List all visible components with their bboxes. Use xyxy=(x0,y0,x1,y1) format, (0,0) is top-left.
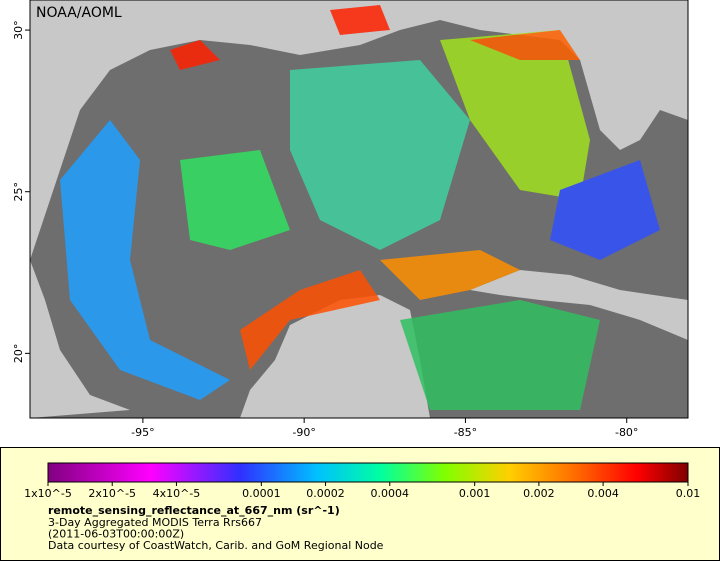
x-tick-label: -90° xyxy=(292,426,315,439)
colorbar-tick-label: 0.0004 xyxy=(371,487,410,500)
y-tick-label: 30° xyxy=(12,20,25,40)
legend-line: Data courtesy of CoastWatch, Carib. and … xyxy=(48,539,384,552)
legend-line: (2011-06-03T00:00:00Z) xyxy=(48,528,184,541)
data-swaths xyxy=(60,5,660,410)
land-yucatan xyxy=(240,295,430,418)
land-mexico-west xyxy=(30,260,130,418)
x-tick-label: -80° xyxy=(615,426,638,439)
legend-line: 3-Day Aggregated MODIS Terra Rrs667 xyxy=(48,516,262,529)
colorbar-tick-label: 0.01 xyxy=(676,487,701,500)
credit: NOAA/AOML xyxy=(36,5,122,21)
legend-lines: 3-Day Aggregated MODIS Terra Rrs667(2011… xyxy=(48,516,384,552)
x-tick-label: -95° xyxy=(131,426,154,439)
land-cuba xyxy=(470,270,688,340)
y-tick-label: 20° xyxy=(12,344,25,364)
colorbar-tick-label: 1x10^-5 xyxy=(24,487,72,500)
colorbar-tick-label: 2x10^-5 xyxy=(88,487,136,500)
colorbar-tick-label: 0.0002 xyxy=(306,487,345,500)
map: NOAA/AOML xyxy=(30,0,688,418)
colorbar xyxy=(47,462,689,483)
colorbar-tick-label: 4x10^-5 xyxy=(153,487,201,500)
x-tick-label: -85° xyxy=(454,426,477,439)
colorbar-tick-label: 0.004 xyxy=(587,487,619,500)
map-frame xyxy=(29,0,689,419)
colorbar-tick-label: 0.002 xyxy=(523,487,555,500)
legend-variable: remote_sensing_reflectance_at_667_nm (sr… xyxy=(48,504,340,517)
colorbar-tick-label: 0.0001 xyxy=(242,487,281,500)
colorbar-tick-label: 0.001 xyxy=(459,487,491,500)
land-north xyxy=(30,0,688,260)
y-tick-label: 25° xyxy=(12,182,25,202)
